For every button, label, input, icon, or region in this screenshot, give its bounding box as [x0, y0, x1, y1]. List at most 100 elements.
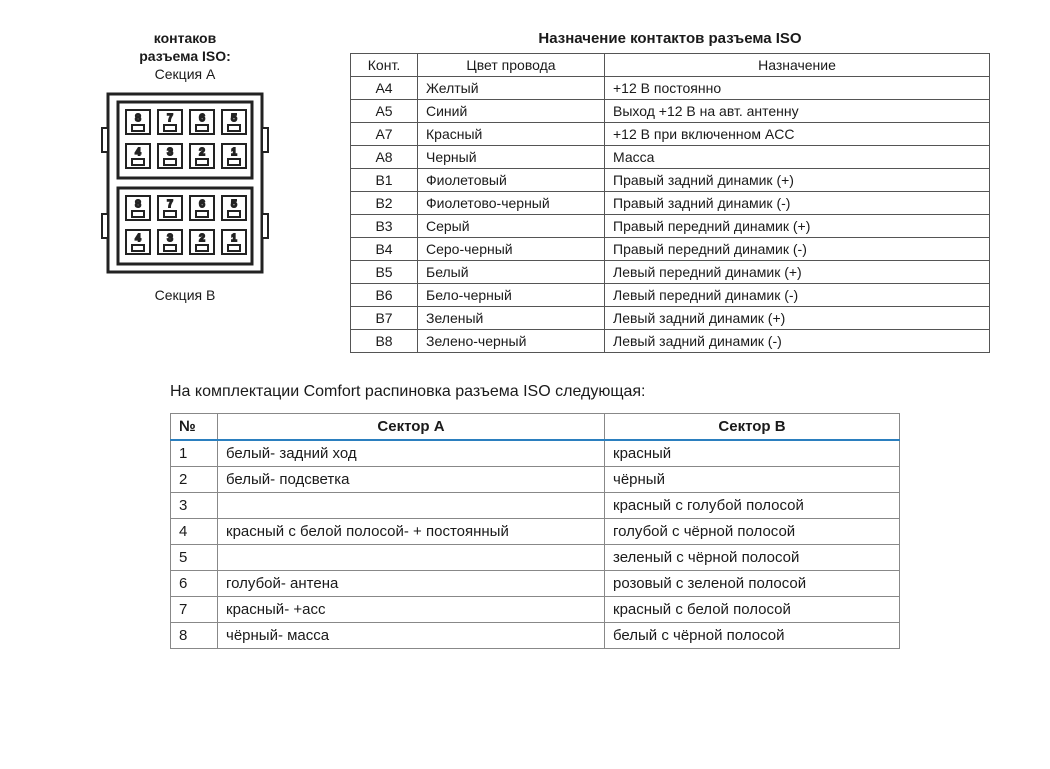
- table-row: A7Красный+12 В при включенном ACC: [351, 123, 990, 146]
- section-b-label: Секция В: [60, 287, 310, 303]
- table-row: B1ФиолетовыйПравый задний динамик (+): [351, 169, 990, 192]
- table-cell: B3: [351, 215, 418, 238]
- table-row: B6Бело-черныйЛевый передний динамик (-): [351, 284, 990, 307]
- table-cell: красный: [605, 440, 900, 467]
- table-cell: красный с белой полосой: [605, 597, 900, 623]
- table-cell: 2: [171, 467, 218, 493]
- pin-assignment-table: Конт. Цвет провода Назначение A4Желтый+1…: [350, 53, 990, 353]
- table-row: 6голубой- антенарозовый с зеленой полосо…: [171, 571, 900, 597]
- table-row: A5СинийВыход +12 В на авт. антенну: [351, 100, 990, 123]
- table-cell: B8: [351, 330, 418, 353]
- table-cell: 1: [171, 440, 218, 467]
- table-cell: Правый передний динамик (-): [605, 238, 990, 261]
- svg-text:6: 6: [199, 199, 205, 210]
- table-cell: красный- +асс: [218, 597, 605, 623]
- svg-text:5: 5: [231, 113, 237, 124]
- table-cell: зеленый с чёрной полосой: [605, 545, 900, 571]
- pin-th-1: Цвет провода: [418, 54, 605, 77]
- table-cell: Правый передний динамик (+): [605, 215, 990, 238]
- svg-text:2: 2: [199, 233, 205, 244]
- table-cell: Выход +12 В на авт. антенну: [605, 100, 990, 123]
- table-row: 4красный с белой полосой- + постоянныйго…: [171, 519, 900, 545]
- table-cell: Левый передний динамик (-): [605, 284, 990, 307]
- table-cell: Правый задний динамик (+): [605, 169, 990, 192]
- table-cell: B6: [351, 284, 418, 307]
- comfort-caption: На комплектации Comfort распиновка разъе…: [170, 383, 990, 401]
- table-cell: 3: [171, 493, 218, 519]
- pin-th-2: Назначение: [605, 54, 990, 77]
- table-row: B8Зелено-черныйЛевый задний динамик (-): [351, 330, 990, 353]
- svg-text:5: 5: [231, 199, 237, 210]
- table-cell: Левый задний динамик (+): [605, 307, 990, 330]
- sector-th-2: Сектор В: [605, 414, 900, 441]
- table-cell: голубой с чёрной полосой: [605, 519, 900, 545]
- table-row: B3СерыйПравый передний динамик (+): [351, 215, 990, 238]
- svg-text:4: 4: [135, 233, 141, 244]
- pin-table-block: Назначение контактов разъема ISO Конт. Ц…: [350, 30, 990, 353]
- svg-text:7: 7: [167, 199, 173, 210]
- table-cell: белый- задний ход: [218, 440, 605, 467]
- top-row: контаков разъема ISO: Секция А 8 7 6 5 4…: [60, 30, 990, 353]
- table-cell: Зеленый: [418, 307, 605, 330]
- table-cell: чёрный- масса: [218, 623, 605, 649]
- table-row: B7ЗеленыйЛевый задний динамик (+): [351, 307, 990, 330]
- table-row: B4Серо-черныйПравый передний динамик (-): [351, 238, 990, 261]
- table-row: 8чёрный- массабелый с чёрной полосой: [171, 623, 900, 649]
- svg-text:8: 8: [135, 199, 141, 210]
- table-cell: Фиолетовый: [418, 169, 605, 192]
- table-cell: Серый: [418, 215, 605, 238]
- table-cell: A5: [351, 100, 418, 123]
- table-cell: 4: [171, 519, 218, 545]
- connector-title-2: разъема ISO:: [60, 48, 310, 64]
- table-cell: +12 В при включенном ACC: [605, 123, 990, 146]
- table-cell: [218, 545, 605, 571]
- table-cell: Бело-черный: [418, 284, 605, 307]
- table-cell: белый с чёрной полосой: [605, 623, 900, 649]
- table-cell: B2: [351, 192, 418, 215]
- table-cell: +12 В постоянно: [605, 77, 990, 100]
- table-cell: 6: [171, 571, 218, 597]
- table-cell: Красный: [418, 123, 605, 146]
- svg-text:7: 7: [167, 113, 173, 124]
- svg-text:1: 1: [231, 147, 237, 158]
- table-cell: [218, 493, 605, 519]
- iso-connector-icon: 8 7 6 5 4 3 2 1 8 7 6 5 4 3 2 1: [100, 88, 270, 278]
- section-a-label: Секция А: [60, 66, 310, 82]
- table-cell: A4: [351, 77, 418, 100]
- table-row: 1белый- задний ходкрасный: [171, 440, 900, 467]
- table-cell: Масса: [605, 146, 990, 169]
- table-row: 7красный- +асскрасный с белой полосой: [171, 597, 900, 623]
- table-cell: Фиолетово-черный: [418, 192, 605, 215]
- table-cell: розовый с зеленой полосой: [605, 571, 900, 597]
- table-row: A4Желтый+12 В постоянно: [351, 77, 990, 100]
- table-cell: Левый передний динамик (+): [605, 261, 990, 284]
- table-cell: A8: [351, 146, 418, 169]
- table-cell: Белый: [418, 261, 605, 284]
- table-row: A8ЧерныйМасса: [351, 146, 990, 169]
- comfort-sector-table: № Сектор А Сектор В 1белый- задний ходкр…: [170, 413, 900, 649]
- table-cell: B7: [351, 307, 418, 330]
- table-cell: 7: [171, 597, 218, 623]
- connector-diagram-block: контаков разъема ISO: Секция А 8 7 6 5 4…: [60, 30, 310, 303]
- table-cell: 8: [171, 623, 218, 649]
- svg-text:4: 4: [135, 147, 141, 158]
- table-cell: Черный: [418, 146, 605, 169]
- table-row: B2Фиолетово-черныйПравый задний динамик …: [351, 192, 990, 215]
- svg-text:3: 3: [167, 147, 173, 158]
- table-cell: белый- подсветка: [218, 467, 605, 493]
- svg-text:6: 6: [199, 113, 205, 124]
- svg-text:3: 3: [167, 233, 173, 244]
- table-row: 2белый- подсветкачёрный: [171, 467, 900, 493]
- table-cell: A7: [351, 123, 418, 146]
- table-row: 5 зеленый с чёрной полосой: [171, 545, 900, 571]
- pin-table-title: Назначение контактов разъема ISO: [350, 30, 990, 47]
- table-cell: Правый задний динамик (-): [605, 192, 990, 215]
- table-cell: 5: [171, 545, 218, 571]
- svg-text:1: 1: [231, 233, 237, 244]
- table-cell: B4: [351, 238, 418, 261]
- connector-title-1: контаков: [60, 30, 310, 46]
- table-cell: красный с голубой полосой: [605, 493, 900, 519]
- table-cell: чёрный: [605, 467, 900, 493]
- table-cell: Серо-черный: [418, 238, 605, 261]
- table-cell: Зелено-черный: [418, 330, 605, 353]
